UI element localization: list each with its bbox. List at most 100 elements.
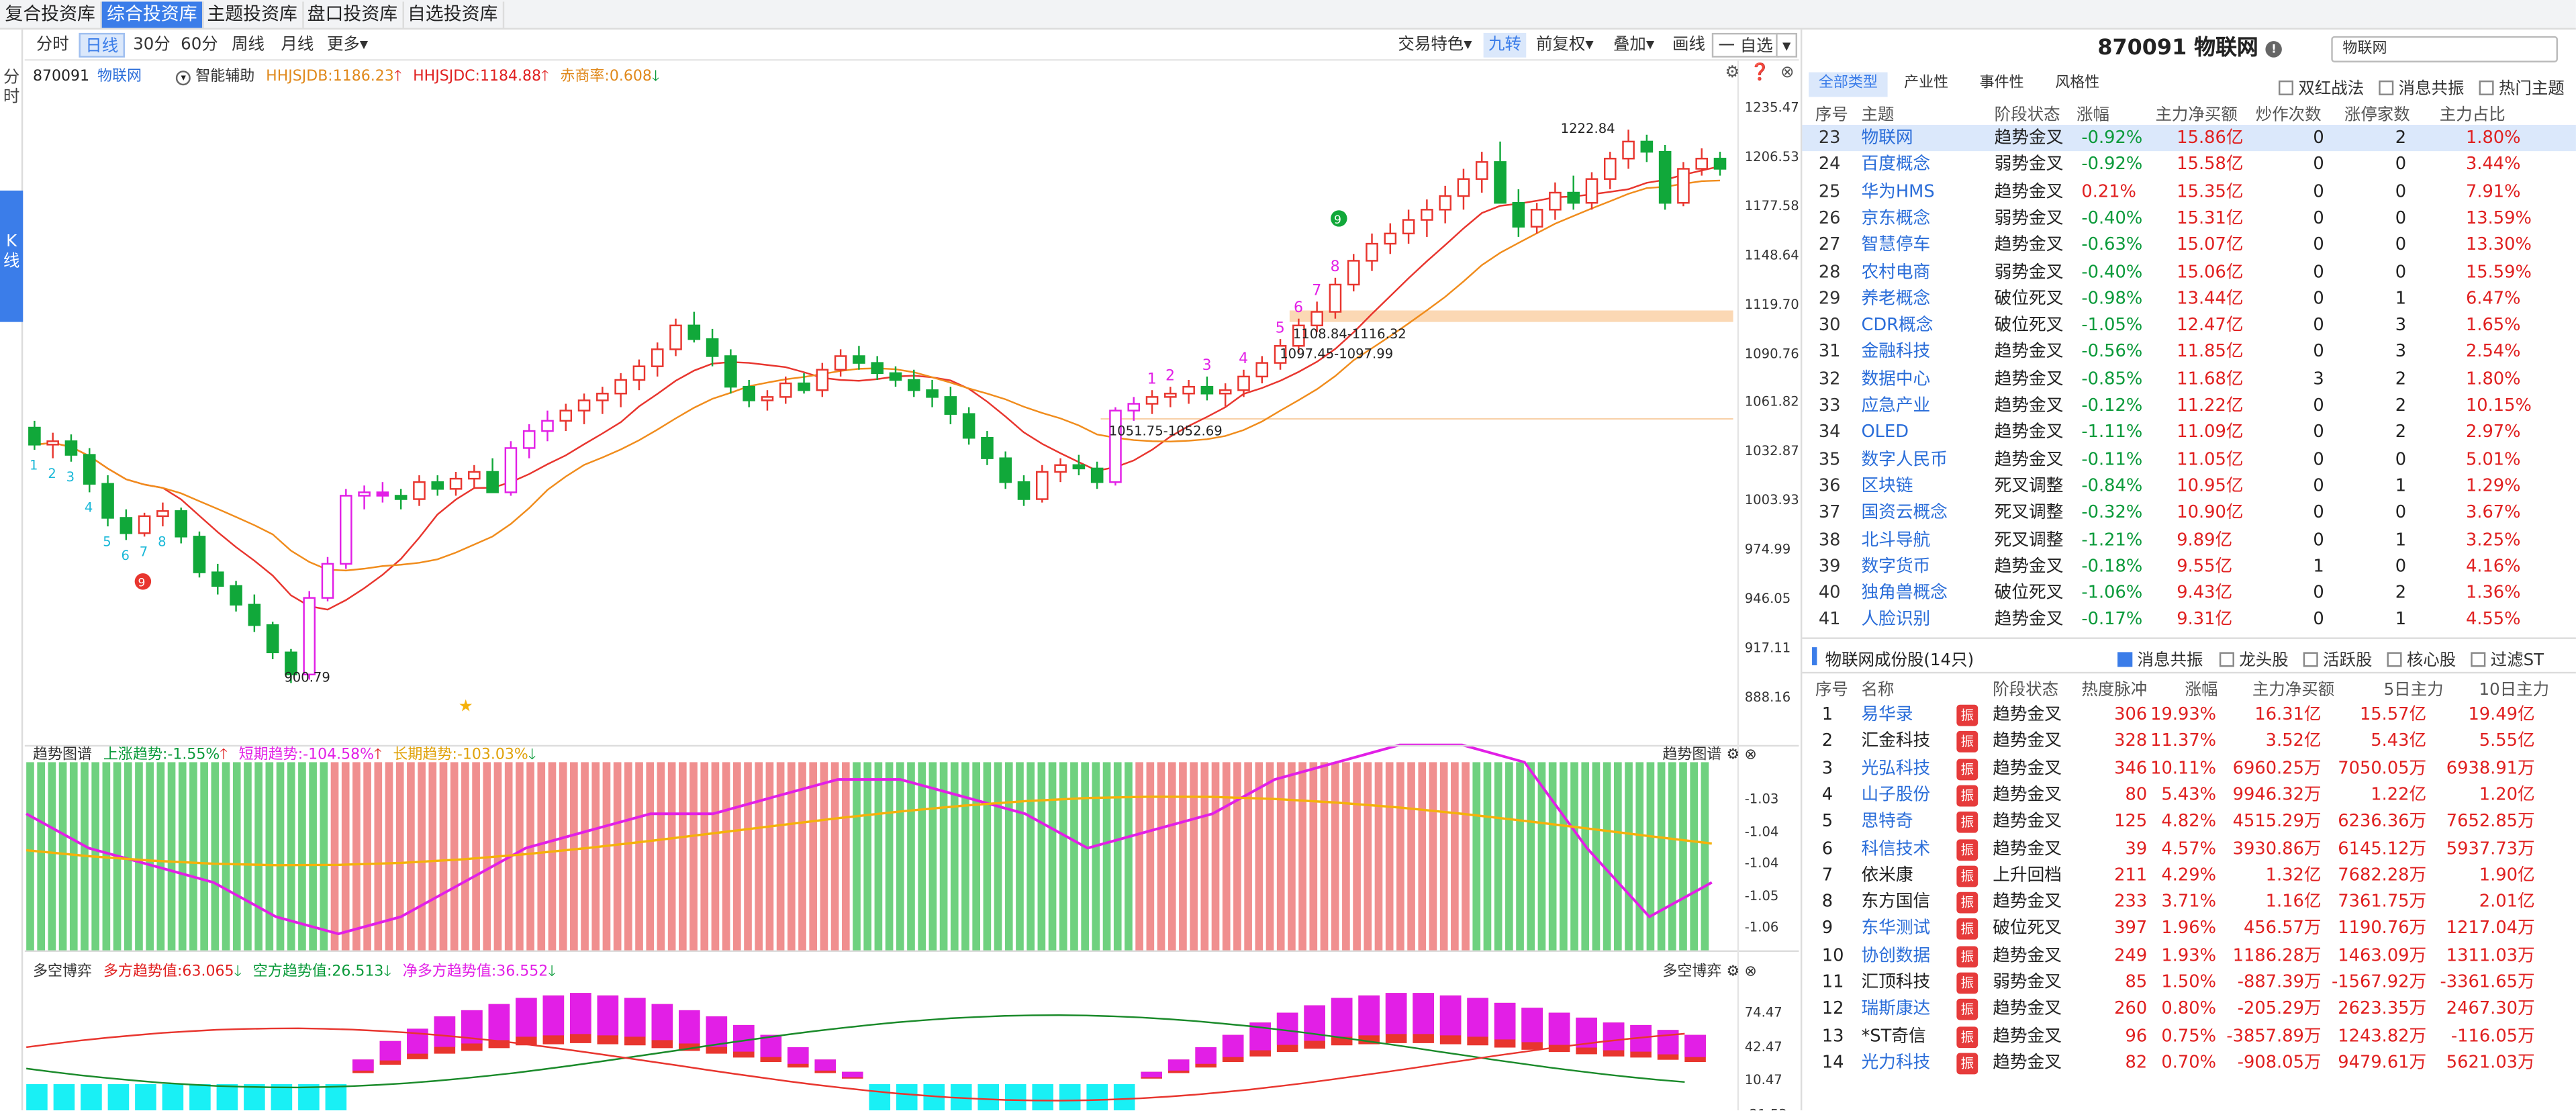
tab-zonghe[interactable]: 综合投资库	[101, 1, 204, 28]
zhen-badge[interactable]: 振	[1956, 972, 1978, 994]
stock-col-header[interactable]: 阶段状态	[1993, 681, 2059, 700]
period-week[interactable]: 周线	[232, 36, 265, 54]
check-stock-xiaoxi[interactable]: 消息共振	[2117, 646, 2203, 670]
kline-toggle[interactable]: K线	[0, 190, 23, 322]
zhen-badge[interactable]: 振	[1956, 812, 1978, 834]
trade-feature-button[interactable]: 交易特色▾	[1398, 36, 1472, 54]
period-fenshi[interactable]: 分时	[36, 36, 69, 54]
check-huoyue[interactable]: 活跃股	[2303, 646, 2372, 670]
period-30m[interactable]: 30分	[133, 36, 171, 54]
sector-row[interactable]: 33 应急产业 趋势金叉 -0.12% 11.22亿 0 2 10.15%	[1802, 393, 2576, 420]
check-filter-st[interactable]: 过滤ST	[2471, 646, 2544, 670]
zhen-badge[interactable]: 振	[1956, 704, 1978, 726]
stock-col-header[interactable]: 序号	[1815, 681, 1848, 700]
sector-col-header[interactable]: 涨停家数	[2344, 107, 2410, 125]
stock-row[interactable]: 13 *ST奇信 趋势金叉 96 0.75% -3857.89万 1243.82万 -116.…	[1802, 1022, 2576, 1049]
tab-zhuti[interactable]: 主题投资库	[202, 1, 304, 28]
check-shuanghong[interactable]: 双红战法	[2278, 74, 2364, 99]
zhen-badge[interactable]: 振	[1956, 785, 1978, 807]
stock-col-header[interactable]: 名称	[1861, 681, 1895, 700]
sector-row[interactable]: 31 金融科技 趋势金叉 -0.56% 11.85亿 0 3 2.54%	[1802, 339, 2576, 366]
period-more[interactable]: 更多▾	[326, 36, 369, 54]
close-icon[interactable]: ⊗	[1780, 64, 1795, 83]
sector-row[interactable]: 40 独角兽概念 破位死叉 -1.06% 9.43亿 0 2 1.36%	[1802, 580, 2576, 607]
sector-col-header[interactable]: 序号	[1815, 107, 1848, 125]
stock-col-header[interactable]: 5日主力	[2383, 681, 2444, 700]
sector-col-header[interactable]: 主力占比	[2439, 107, 2506, 125]
check-xiaoxi[interactable]: 消息共振	[2379, 74, 2465, 99]
zhen-badge[interactable]: 振	[1956, 1026, 1978, 1048]
gear-icon[interactable]: ⚙	[1726, 747, 1740, 764]
stock-row[interactable]: 12 瑞斯康达 趋势金叉 260 0.80% -205.29万 2623.35万 2467.3…	[1802, 996, 2576, 1023]
tab-industry[interactable]: 产业性	[1904, 75, 1949, 93]
jiuzhuan-button[interactable]: 九转	[1483, 32, 1527, 58]
stock-row[interactable]: 9 东华测试 破位死叉 397 1.96% 456.57万 1190.76万 1217.04万…	[1802, 916, 2576, 943]
period-month[interactable]: 月线	[281, 36, 314, 54]
gear-icon[interactable]: ⚙	[1725, 64, 1740, 83]
sector-col-header[interactable]: 阶段状态	[1994, 107, 2060, 125]
info-icon[interactable]: !	[2265, 41, 2283, 58]
sector-row[interactable]: 36 区块链 死叉调整 -0.84% 10.95亿 0 1 1.29%	[1802, 473, 2576, 499]
close-icon[interactable]: ⊗	[1744, 747, 1757, 764]
search-input[interactable]: 物联网	[2331, 36, 2558, 62]
sector-row[interactable]: 34 OLED 趋势金叉 -1.11% 11.09亿 0 2 2.97%	[1802, 420, 2576, 446]
period-day[interactable]: 日线	[79, 32, 125, 58]
close-icon[interactable]: ⊗	[1744, 964, 1757, 981]
tab-event[interactable]: 事件性	[1979, 75, 2024, 93]
tab-zixuan[interactable]: 自选投资库	[403, 1, 505, 28]
overlay-button[interactable]: 叠加▾	[1613, 36, 1655, 54]
zhen-badge[interactable]: 振	[1956, 1053, 1978, 1075]
sector-row[interactable]: 38 北斗导航 死叉调整 -1.21% 9.89亿 0 1 3.25%	[1802, 526, 2576, 553]
zhen-badge[interactable]: 振	[1956, 999, 1978, 1021]
watchlist-dropdown[interactable]: ▾	[1776, 32, 1798, 58]
stock-row[interactable]: 4 山子股份 趋势金叉 80 5.43% 9946.32万 1.22亿 1.20亿 振	[1802, 782, 2576, 809]
tab-pankou[interactable]: 盘口投资库	[302, 1, 404, 28]
assist-label[interactable]: 智能辅助	[195, 68, 255, 86]
stock-row[interactable]: 6 科信技术 趋势金叉 39 4.57% 3930.86万 6145.12万 5937.73万…	[1802, 835, 2576, 862]
adjust-button[interactable]: 前复权▾	[1535, 36, 1594, 54]
sector-row[interactable]: 35 数字人民币 趋势金叉 -0.11% 11.05亿 0 0 5.01%	[1802, 446, 2576, 473]
stock-row[interactable]: 1 易华录 趋势金叉 306 19.93% 16.31亿 15.57亿 19.49亿 振	[1802, 702, 2576, 728]
sector-col-header[interactable]: 主力净买额	[2155, 107, 2238, 125]
sector-col-header[interactable]: 炒作次数	[2255, 107, 2322, 125]
check-remen[interactable]: 热门主题	[2479, 74, 2565, 99]
zhen-badge[interactable]: 振	[1956, 865, 1978, 887]
sector-row[interactable]: 41 人脸识别 趋势金叉 -0.17% 9.31亿 0 1 4.55%	[1802, 607, 2576, 634]
stock-row[interactable]: 5 思特奇 趋势金叉 125 4.82% 4515.29万 6236.36万 7652.85万…	[1802, 808, 2576, 835]
stock-row[interactable]: 8 东方国信 趋势金叉 233 3.71% 1.16亿 7361.75万 2.01亿 振	[1802, 889, 2576, 916]
fenshi-toggle[interactable]: 分时	[3, 68, 20, 107]
stock-col-header[interactable]: 热度脉冲	[2081, 681, 2148, 700]
zhen-badge[interactable]: 振	[1956, 945, 1978, 967]
zhen-badge[interactable]: 振	[1956, 758, 1978, 780]
stock-row[interactable]: 2 汇金科技 趋势金叉 328 11.37% 3.52亿 5.43亿 5.55亿 振	[1802, 728, 2576, 755]
tab-all-types[interactable]: 全部类型	[1809, 72, 1888, 97]
sector-row[interactable]: 25 华为HMS 趋势金叉 0.21% 15.35亿 0 0 7.91%	[1802, 179, 2576, 205]
tab-style[interactable]: 风格性	[2055, 75, 2100, 93]
period-60m[interactable]: 60分	[181, 36, 218, 54]
zhen-badge[interactable]: 振	[1956, 731, 1978, 753]
gear-icon[interactable]: ⚙	[1726, 964, 1740, 981]
sector-row[interactable]: 30 CDR概念 破位死叉 -1.05% 12.47亿 0 3 1.65%	[1802, 312, 2576, 339]
check-hexin[interactable]: 核心股	[2387, 646, 2456, 670]
assist-dropdown-icon[interactable]: ▾	[176, 70, 191, 86]
sector-row[interactable]: 24 百度概念 弱势金叉 -0.92% 15.58亿 0 0 3.44%	[1802, 152, 2576, 179]
stock-row[interactable]: 10 协创数据 趋势金叉 249 1.93% 1186.28万 1463.09万 1311.0…	[1802, 943, 2576, 969]
sector-row[interactable]: 32 数据中心 趋势金叉 -0.85% 11.68亿 3 2 1.80%	[1802, 366, 2576, 393]
stock-row[interactable]: 3 光弘科技 趋势金叉 346 10.11% 6960.25万 7050.05万 6938.9…	[1802, 755, 2576, 782]
stock-col-header[interactable]: 10日主力	[2479, 681, 2550, 700]
check-longtou[interactable]: 龙头股	[2219, 646, 2289, 670]
sector-col-header[interactable]: 涨幅	[2077, 107, 2109, 125]
sector-row[interactable]: 29 养老概念 破位死叉 -0.98% 13.44亿 0 1 6.47%	[1802, 285, 2576, 312]
zhen-badge[interactable]: 振	[1956, 918, 1978, 940]
help-icon[interactable]: ❓	[1750, 64, 1770, 83]
draw-line-button[interactable]: 画线	[1672, 36, 1705, 54]
stock-row[interactable]: 11 汇顶科技 弱势金叉 85 1.50% -887.39万 -1567.92万 -3361.…	[1802, 969, 2576, 996]
stock-row[interactable]: 14 光力科技 趋势金叉 82 0.70% -908.05万 9479.61万 5621.03…	[1802, 1049, 2576, 1076]
stock-col-header[interactable]: 主力净买额	[2252, 681, 2335, 700]
sector-row[interactable]: 26 京东概念 弱势金叉 -0.40% 15.31亿 0 0 13.59%	[1802, 205, 2576, 232]
sector-col-header[interactable]: 主题	[1861, 107, 1895, 125]
sector-row[interactable]: 23 物联网 趋势金叉 -0.92% 15.86亿 0 2 1.80%	[1802, 124, 2576, 152]
zhen-badge[interactable]: 振	[1956, 891, 1978, 914]
stock-row[interactable]: 7 依米康 上升回档 211 4.29% 1.32亿 7682.28万 1.90亿 振	[1802, 862, 2576, 889]
